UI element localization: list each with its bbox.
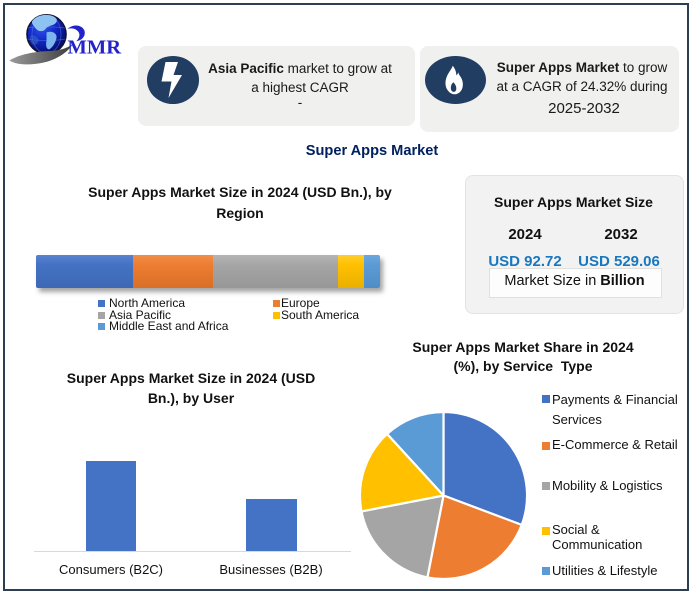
svg-text:MMR: MMR — [68, 37, 122, 59]
